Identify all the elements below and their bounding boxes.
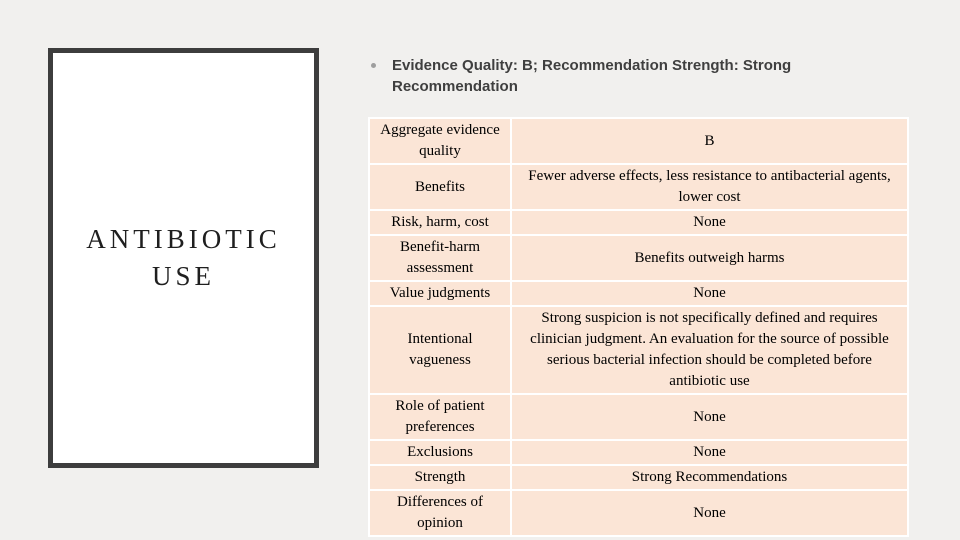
row-label-cell: Exclusions <box>370 441 510 464</box>
row-value-cell: Strong suspicion is not specifically def… <box>512 307 907 393</box>
row-label-cell: Role of patient preferences <box>370 395 510 439</box>
row-label-cell: Intentional vagueness <box>370 307 510 393</box>
slide-title: ANTIBIOTIC USE <box>86 224 281 291</box>
table-row: Aggregate evidence quality B <box>370 119 907 163</box>
row-value-cell: None <box>512 211 907 234</box>
row-label-cell: Differences of opinion <box>370 491 510 535</box>
row-label-cell: Value judgments <box>370 282 510 305</box>
row-label-cell: Benefit-harm assessment <box>370 236 510 280</box>
table-row: Benefit-harm assessment Benefits outweig… <box>370 236 907 280</box>
row-value-cell: None <box>512 395 907 439</box>
row-label-cell: Strength <box>370 466 510 489</box>
table-row: Intentional vagueness Strong suspicion i… <box>370 307 907 393</box>
table-row: Role of patient preferences None <box>370 395 907 439</box>
table-row: Value judgments None <box>370 282 907 305</box>
row-value-cell: None <box>512 282 907 305</box>
row-label-cell: Aggregate evidence quality <box>370 119 510 163</box>
row-label-cell: Risk, harm, cost <box>370 211 510 234</box>
table-row: Strength Strong Recommendations <box>370 466 907 489</box>
evidence-table-body: Aggregate evidence quality B Benefits Fe… <box>370 119 907 535</box>
table-row: Risk, harm, cost None <box>370 211 907 234</box>
bullet-icon <box>371 63 376 68</box>
table-row: Exclusions None <box>370 441 907 464</box>
row-value-cell: Strong Recommendations <box>512 466 907 489</box>
row-value-cell: None <box>512 441 907 464</box>
table-row: Benefits Fewer adverse effects, less res… <box>370 165 907 209</box>
row-value-cell: B <box>512 119 907 163</box>
header-bullet-text: Evidence Quality: B; Recommendation Stre… <box>392 57 792 95</box>
row-label-cell: Benefits <box>370 165 510 209</box>
row-value-cell: Fewer adverse effects, less resistance t… <box>512 165 907 209</box>
row-value-cell: None <box>512 491 907 535</box>
row-value-cell: Benefits outweigh harms <box>512 236 907 280</box>
evidence-table: Aggregate evidence quality B Benefits Fe… <box>368 117 909 537</box>
table-row: Differences of opinion None <box>370 491 907 535</box>
title-panel: ANTIBIOTIC USE <box>48 48 319 468</box>
